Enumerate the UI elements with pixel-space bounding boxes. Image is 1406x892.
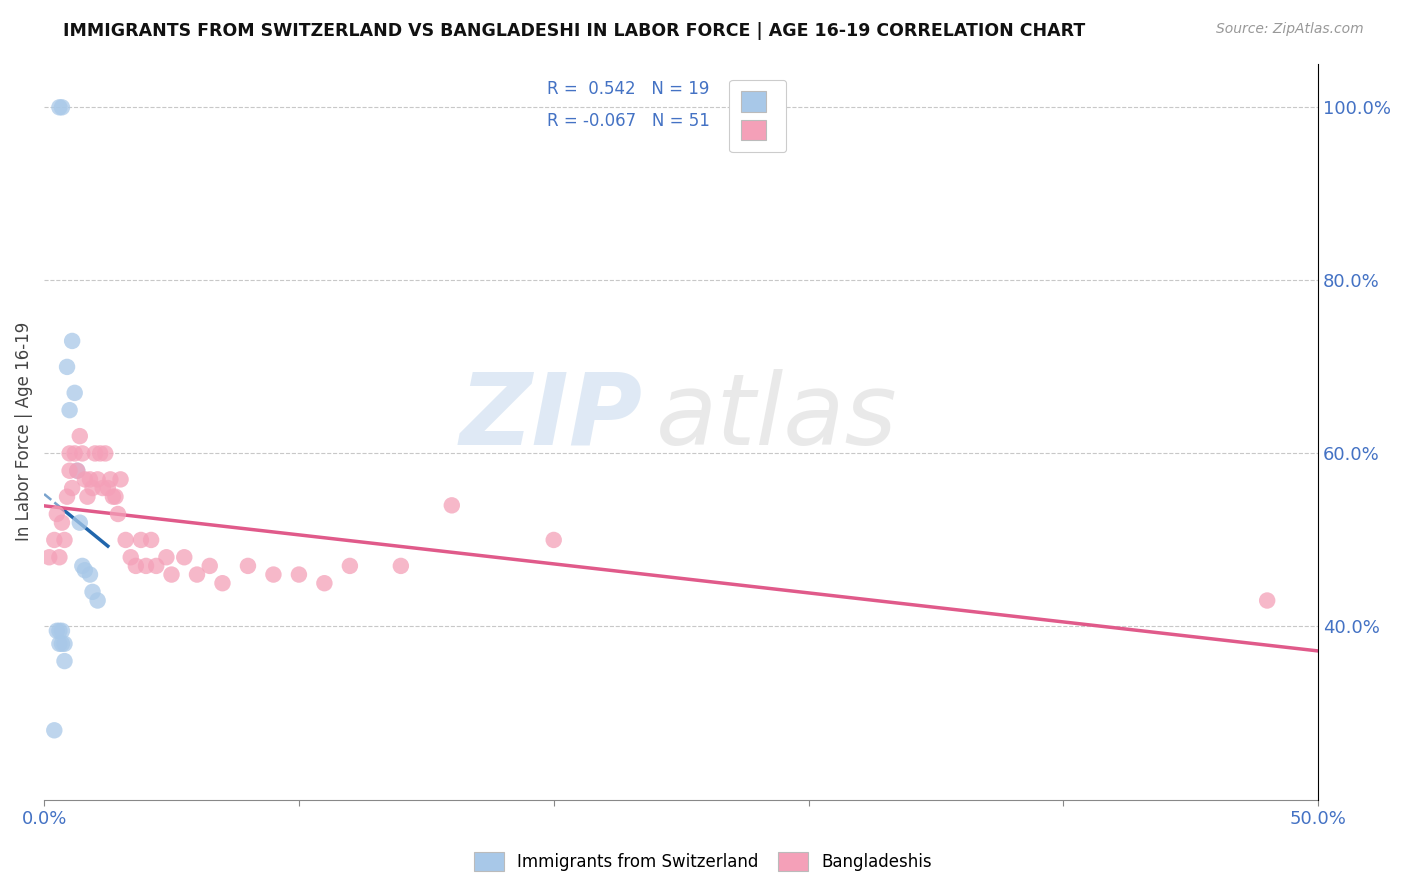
Point bbox=[440, 499, 463, 513]
Point bbox=[125, 558, 148, 573]
Point bbox=[114, 533, 136, 547]
Point bbox=[45, 624, 67, 638]
Text: R =  0.542   N = 19: R = 0.542 N = 19 bbox=[547, 80, 710, 98]
Point bbox=[129, 533, 152, 547]
Point bbox=[51, 100, 73, 114]
Point bbox=[48, 624, 70, 638]
Point bbox=[107, 507, 129, 521]
Point bbox=[86, 593, 108, 607]
Point bbox=[60, 334, 83, 348]
Point bbox=[101, 490, 124, 504]
Point bbox=[160, 567, 183, 582]
Point bbox=[48, 100, 70, 114]
Point bbox=[91, 481, 114, 495]
Text: IMMIGRANTS FROM SWITZERLAND VS BANGLADESHI IN LABOR FORCE | AGE 16-19 CORRELATIO: IMMIGRANTS FROM SWITZERLAND VS BANGLADES… bbox=[63, 22, 1085, 40]
Point bbox=[38, 550, 60, 565]
Point bbox=[211, 576, 233, 591]
Point bbox=[73, 472, 96, 486]
Point bbox=[155, 550, 177, 565]
Point bbox=[51, 637, 73, 651]
Point bbox=[63, 446, 86, 460]
Point bbox=[84, 446, 107, 460]
Point bbox=[53, 533, 76, 547]
Point bbox=[58, 464, 80, 478]
Point bbox=[48, 637, 70, 651]
Point bbox=[314, 576, 336, 591]
Point bbox=[288, 567, 311, 582]
Text: Source: ZipAtlas.com: Source: ZipAtlas.com bbox=[1216, 22, 1364, 37]
Point bbox=[48, 550, 70, 565]
Point bbox=[173, 550, 195, 565]
Text: atlas: atlas bbox=[655, 368, 897, 466]
Point bbox=[120, 550, 142, 565]
Point bbox=[104, 490, 127, 504]
Point bbox=[186, 567, 208, 582]
Point bbox=[69, 429, 91, 443]
Point bbox=[51, 624, 73, 638]
Point bbox=[139, 533, 162, 547]
Point bbox=[66, 464, 89, 478]
Point bbox=[1256, 593, 1278, 607]
Point bbox=[94, 446, 117, 460]
Legend: Immigrants from Switzerland, Bangladeshis: Immigrants from Switzerland, Bangladeshi… bbox=[465, 843, 941, 880]
Text: R = -0.067   N = 51: R = -0.067 N = 51 bbox=[547, 112, 710, 130]
Point bbox=[72, 558, 94, 573]
Point bbox=[79, 472, 101, 486]
Point bbox=[389, 558, 412, 573]
Point bbox=[86, 472, 108, 486]
Point bbox=[198, 558, 221, 573]
Point bbox=[51, 516, 73, 530]
Point bbox=[73, 563, 96, 577]
Point bbox=[89, 446, 111, 460]
Point bbox=[79, 567, 101, 582]
Point bbox=[69, 516, 91, 530]
Point bbox=[60, 481, 83, 495]
Point bbox=[53, 654, 76, 668]
Point bbox=[72, 446, 94, 460]
Point bbox=[98, 472, 121, 486]
Point bbox=[44, 533, 66, 547]
Point bbox=[66, 464, 89, 478]
Point bbox=[53, 637, 76, 651]
Point bbox=[543, 533, 565, 547]
Point bbox=[56, 490, 79, 504]
Point bbox=[63, 385, 86, 400]
Point bbox=[97, 481, 120, 495]
Point bbox=[339, 558, 361, 573]
Point bbox=[56, 359, 79, 374]
Point bbox=[82, 481, 104, 495]
Point bbox=[110, 472, 132, 486]
Text: ZIP: ZIP bbox=[460, 368, 643, 466]
Point bbox=[82, 585, 104, 599]
Point bbox=[45, 507, 67, 521]
Point bbox=[135, 558, 157, 573]
Point bbox=[44, 723, 66, 738]
Legend: , : , bbox=[730, 79, 786, 152]
Point bbox=[58, 446, 80, 460]
Y-axis label: In Labor Force | Age 16-19: In Labor Force | Age 16-19 bbox=[15, 322, 32, 541]
Point bbox=[262, 567, 284, 582]
Point bbox=[145, 558, 167, 573]
Point bbox=[58, 403, 80, 417]
Point bbox=[76, 490, 98, 504]
Point bbox=[236, 558, 259, 573]
